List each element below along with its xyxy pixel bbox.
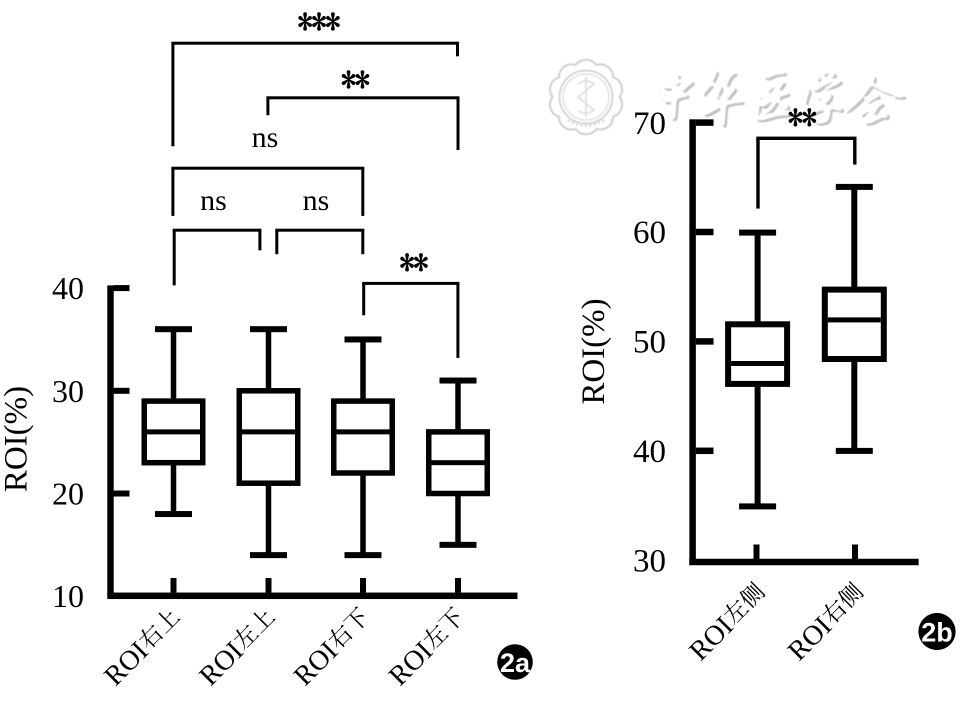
svg-text:ns: ns xyxy=(252,121,279,154)
svg-text:70: 70 xyxy=(633,106,666,142)
svg-text:30: 30 xyxy=(633,543,666,579)
svg-text:60: 60 xyxy=(633,215,666,251)
svg-text:ROI(%): ROI(%) xyxy=(0,386,35,492)
svg-text:40: 40 xyxy=(633,434,666,470)
svg-text:20: 20 xyxy=(52,476,84,512)
svg-text:30: 30 xyxy=(52,373,84,409)
svg-text:2a: 2a xyxy=(500,648,531,678)
svg-text:ns: ns xyxy=(200,184,227,217)
svg-text:2b: 2b xyxy=(921,618,953,648)
svg-text:ROI(%): ROI(%) xyxy=(576,298,612,404)
svg-text:50: 50 xyxy=(633,325,666,361)
svg-text:10: 10 xyxy=(52,578,84,614)
svg-text:40: 40 xyxy=(52,270,84,306)
svg-text:ns: ns xyxy=(303,184,330,217)
